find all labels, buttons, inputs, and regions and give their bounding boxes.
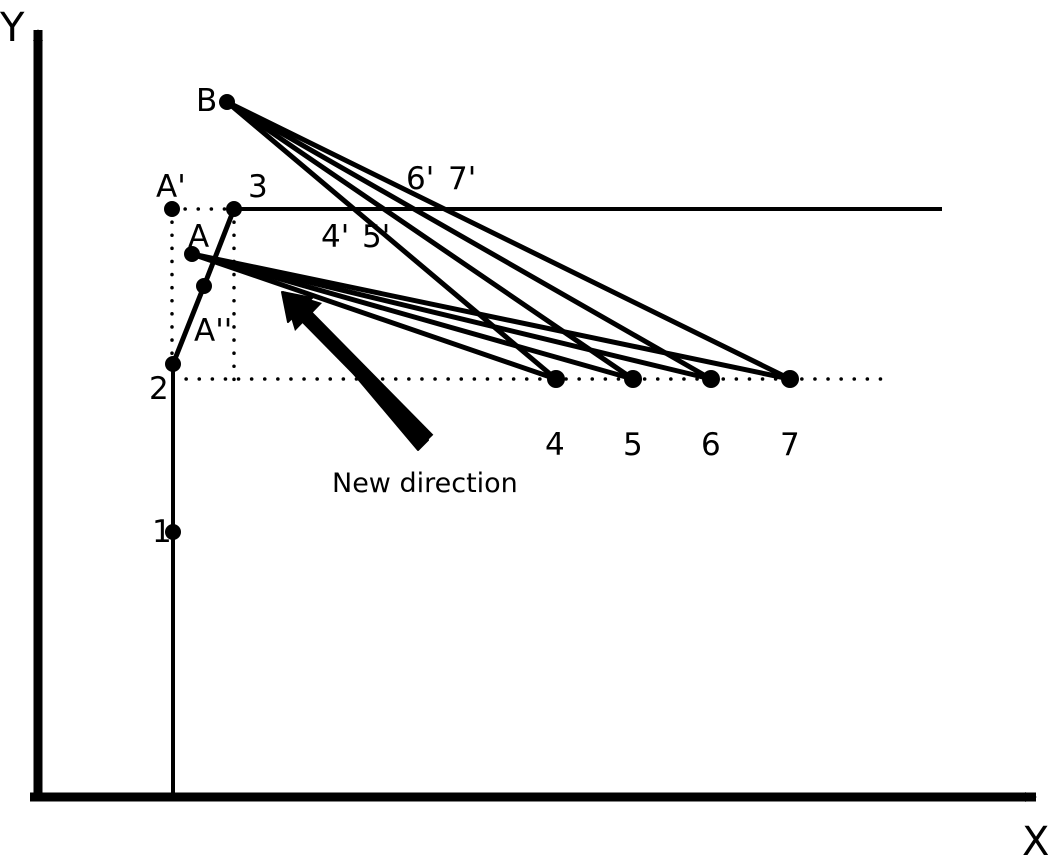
point-marker-2 <box>165 356 181 372</box>
point-label-2: 2 <box>149 371 169 407</box>
y-axis-label: Y <box>0 5 25 51</box>
point-label-B: B <box>196 83 218 119</box>
axis-group <box>30 29 1037 802</box>
point-marker-App <box>196 278 212 294</box>
ray-label-4-prime: 4' <box>321 219 350 255</box>
ray-A-to-4 <box>189 251 559 382</box>
point-marker-3 <box>226 201 242 217</box>
x-axis-label: X <box>1022 819 1050 859</box>
ray-label-6-prime: 6' <box>406 161 435 197</box>
new-direction-label: New direction <box>332 468 518 499</box>
new-direction-arrow-shaft <box>294 304 434 446</box>
point-marker-A <box>184 246 200 262</box>
point-marker-1 <box>165 524 181 540</box>
point-marker-B <box>219 94 235 110</box>
point-label-A-double-prime: A'' <box>194 313 233 349</box>
ray-label-5-prime: 5' <box>362 219 391 255</box>
point-marker-5 <box>624 370 642 388</box>
point-marker-4 <box>547 370 565 388</box>
dotted-construction-group <box>170 207 890 383</box>
ray-A-to-5 <box>189 251 636 382</box>
ray-B-to-6 <box>224 99 714 382</box>
point-markers <box>164 94 799 540</box>
point-label-1: 1 <box>152 514 172 550</box>
point-label-A-prime: A' <box>156 169 186 205</box>
point-label-A: A <box>188 219 210 255</box>
point-label-6: 6 <box>701 427 721 463</box>
point-marker-7 <box>781 370 799 388</box>
ray-B-to-7 <box>224 99 793 382</box>
point-label-7: 7 <box>780 427 800 463</box>
point-label-3: 3 <box>248 169 268 205</box>
rays-from-B <box>224 99 793 382</box>
ray-A-to-6 <box>189 251 714 382</box>
ray-A-to-7 <box>189 251 793 382</box>
rays-from-A <box>189 251 793 382</box>
point-label-5: 5 <box>623 427 643 463</box>
ray-B-to-4 <box>224 99 559 382</box>
point-marker-6 <box>702 370 720 388</box>
point-label-4: 4 <box>545 427 565 463</box>
new-direction-arrow-head <box>283 291 322 331</box>
point-marker-Ap <box>164 201 180 217</box>
ray-label-7-prime: 7' <box>448 161 477 197</box>
new-direction-arrow <box>281 291 434 451</box>
